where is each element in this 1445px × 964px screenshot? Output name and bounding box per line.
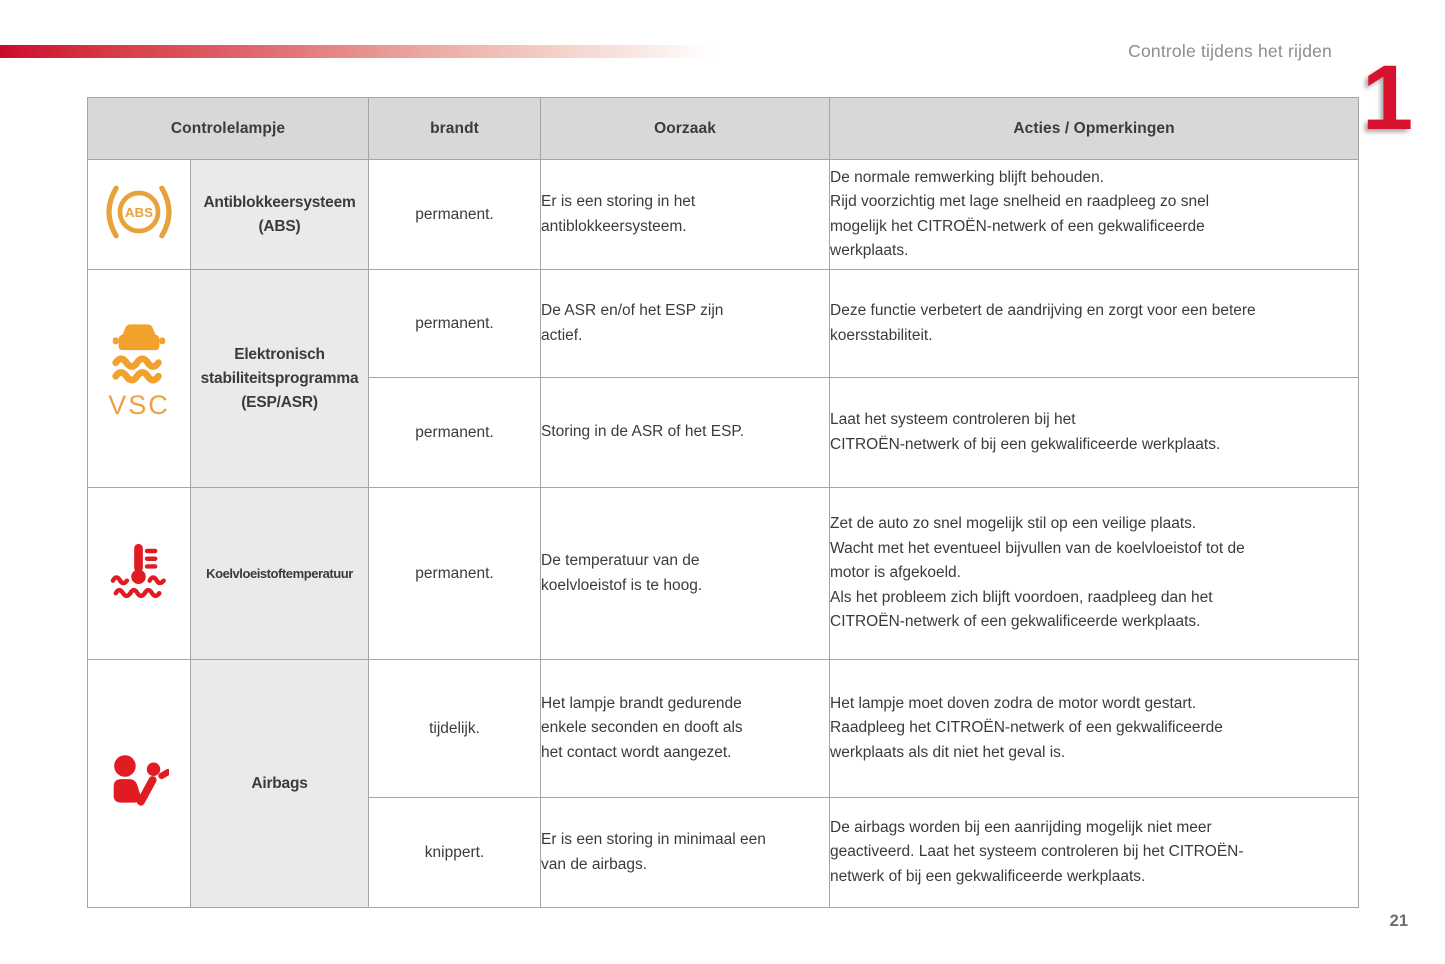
coolant-icon-cell <box>87 487 191 660</box>
table-row-airbag-temp: Airbags tijdelijk. Het lampje brandt ged… <box>87 659 1360 908</box>
abs-acties: De normale remwerking blijft behouden. R… <box>829 159 1360 270</box>
esp-active-acties: Deze functie verbetert de aandrijving en… <box>829 269 1360 378</box>
chapter-number: 1 <box>1362 47 1414 149</box>
esp-label: Elektronisch stabiliteitsprogramma (ESP/… <box>189 269 370 488</box>
airbag-temp-brandt: tijdelijk. <box>368 659 542 798</box>
esp-icon-cell: VSC <box>87 269 191 488</box>
page-title: Controle tijdens het rijden <box>1128 41 1332 61</box>
airbag-blink-acties: De airbags worden bij een aanrijding mog… <box>829 797 1360 908</box>
vsc-caption: VSC <box>108 390 170 420</box>
svg-text:ABS: ABS <box>125 205 153 220</box>
table-row-esp-active: VSC Elektronisch stabiliteitsprogramma (… <box>87 269 1360 488</box>
abs-oorzaak: Er is een storing in het antiblokkeersys… <box>540 159 831 270</box>
abs-warning-icon: ABS <box>99 185 179 248</box>
coolant-acties: Zet de auto zo snel mogelijk stil op een… <box>829 487 1360 660</box>
table-row-coolant: Koelvloeistoftemperatuur permanent. De t… <box>87 487 1360 660</box>
airbag-blink-oorzaak: Er is een storing in minimaal een van de… <box>540 797 831 908</box>
page-number: 21 <box>1389 912 1408 930</box>
table-header-row: Controlelampje brandt Oorzaak Acties / O… <box>86 97 1360 160</box>
airbag-label: Airbags <box>189 659 370 908</box>
esp-fault-oorzaak: Storing in de ASR of het ESP. <box>540 377 831 488</box>
airbag-temp-oorzaak: Het lampje brandt gedurende enkele secon… <box>540 659 831 798</box>
warning-lights-table: Controlelampje brandt Oorzaak Acties / O… <box>86 97 1360 908</box>
airbag-warning-icon <box>109 755 172 816</box>
airbag-temp-acties: Het lampje moet doven zodra de motor wor… <box>829 659 1360 798</box>
table-row-abs: ABS Antiblokkeersysteem (ABS) permanent.… <box>87 159 1360 270</box>
table-row-airbag-blink: knippert. Er is een storing in minimaal … <box>88 797 1360 908</box>
top-gradient-bar <box>0 45 716 58</box>
esp-fault-acties: Laat het systeem controleren bij het CIT… <box>829 377 1360 488</box>
esp-active-oorzaak: De ASR en/of het ESP zijn actief. <box>540 269 831 378</box>
coolant-label: Koelvloeistoftemperatuur <box>189 487 370 660</box>
coolant-oorzaak: De temperatuur van de koelvloeistof is t… <box>540 487 831 660</box>
airbag-blink-brandt: knippert. <box>368 797 542 908</box>
esp-warning-icon <box>108 319 170 390</box>
header-brandt: brandt <box>368 97 542 160</box>
header-acties: Acties / Opmerkingen <box>829 97 1360 160</box>
esp-active-brandt: permanent. <box>368 269 542 378</box>
abs-label: Antiblokkeersysteem (ABS) <box>189 159 370 270</box>
coolant-temperature-warning-icon <box>110 543 168 606</box>
table-row-esp-fault: permanent. Storing in de ASR of het ESP.… <box>88 377 1360 488</box>
abs-brandt: permanent. <box>368 159 542 270</box>
header-controlelampje: Controlelampje <box>86 97 370 160</box>
airbag-icon-cell <box>87 659 191 908</box>
coolant-brandt: permanent. <box>368 487 542 660</box>
esp-fault-brandt: permanent. <box>368 377 542 488</box>
header-oorzaak: Oorzaak <box>540 97 831 160</box>
abs-icon-cell: ABS <box>87 159 191 270</box>
